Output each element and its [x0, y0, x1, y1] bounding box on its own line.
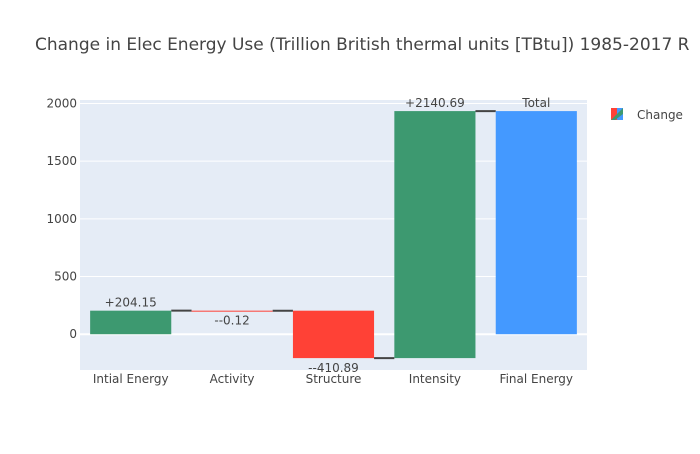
chart-title: Change in Elec Energy Use (Trillion Brit…: [35, 35, 690, 55]
x-axis-tick-labels: Intial Energy Activity Structure Intensity F…: [93, 372, 573, 386]
bars: [90, 111, 577, 359]
bar: [90, 310, 172, 335]
bar-value-label: +204.15: [105, 296, 157, 310]
legend-swatch-increase: [611, 108, 623, 120]
x-tick-label: Final Energy: [500, 372, 573, 386]
legend[interactable]: Change: [611, 108, 683, 122]
y-tick-label: 500: [54, 270, 77, 284]
bar: [394, 111, 476, 359]
x-tick-label: Structure: [306, 372, 362, 386]
bar: [495, 111, 577, 335]
x-tick-label: Intial Energy: [93, 372, 169, 386]
y-tick-label: 1000: [46, 212, 77, 226]
bar-value-labels: +204.15 --0.12 --410.89 +2140.69 Total: [105, 96, 551, 375]
bar-value-label: Total: [521, 96, 550, 110]
bar-value-label: --410.89: [308, 361, 359, 375]
x-tick-label: Intensity: [409, 372, 461, 386]
bar-value-label: +2140.69: [405, 96, 465, 110]
bar: [292, 310, 375, 359]
x-tick-label: Activity: [210, 372, 255, 386]
y-tick-label: 0: [69, 327, 77, 341]
legend-label: Change: [637, 108, 683, 122]
bar-value-label: --0.12: [214, 314, 249, 328]
connector-lines: [171, 110, 496, 360]
y-tick-label: 1500: [46, 154, 77, 168]
y-axis-tick-labels: 0 500 1000 1500 2000: [46, 96, 77, 341]
y-tick-label: 2000: [46, 96, 77, 110]
bar: [191, 310, 273, 312]
